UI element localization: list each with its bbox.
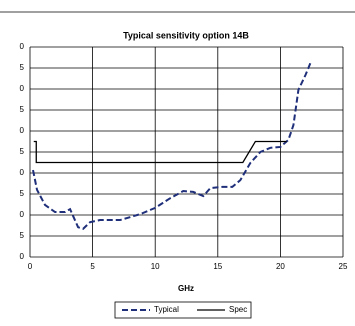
y-tick-label: 5 (20, 63, 25, 72)
y-tick-label: 0 (20, 210, 25, 219)
x-tick-label: 5 (90, 262, 95, 271)
chart-title: Typical sensitivity option 14B (123, 30, 249, 40)
x-axis-label: GHz (178, 284, 194, 293)
y-tick-label: 0 (20, 126, 25, 135)
y-tick-label: 5 (20, 189, 25, 198)
x-tick-label: 25 (339, 262, 348, 271)
y-tick-label: 0 (20, 42, 25, 51)
y-tick-label: 5 (20, 105, 25, 114)
y-tick-label: 0 (20, 168, 25, 177)
y-tick-label: 5 (20, 231, 25, 240)
legend-box (114, 301, 252, 319)
y-tick-label: 5 (20, 147, 25, 156)
y-tick-label: 0 (20, 252, 25, 261)
y-tick-label: 0 (20, 84, 25, 93)
x-tick-label: 20 (276, 262, 285, 271)
series-line (32, 62, 312, 231)
x-tick-label: 10 (151, 262, 160, 271)
x-tick-label: 0 (28, 262, 33, 271)
x-tick-label: 15 (213, 262, 222, 271)
legend-label: Spec (229, 305, 247, 314)
legend-label: Typical (154, 305, 179, 314)
series-line (33, 140, 287, 164)
